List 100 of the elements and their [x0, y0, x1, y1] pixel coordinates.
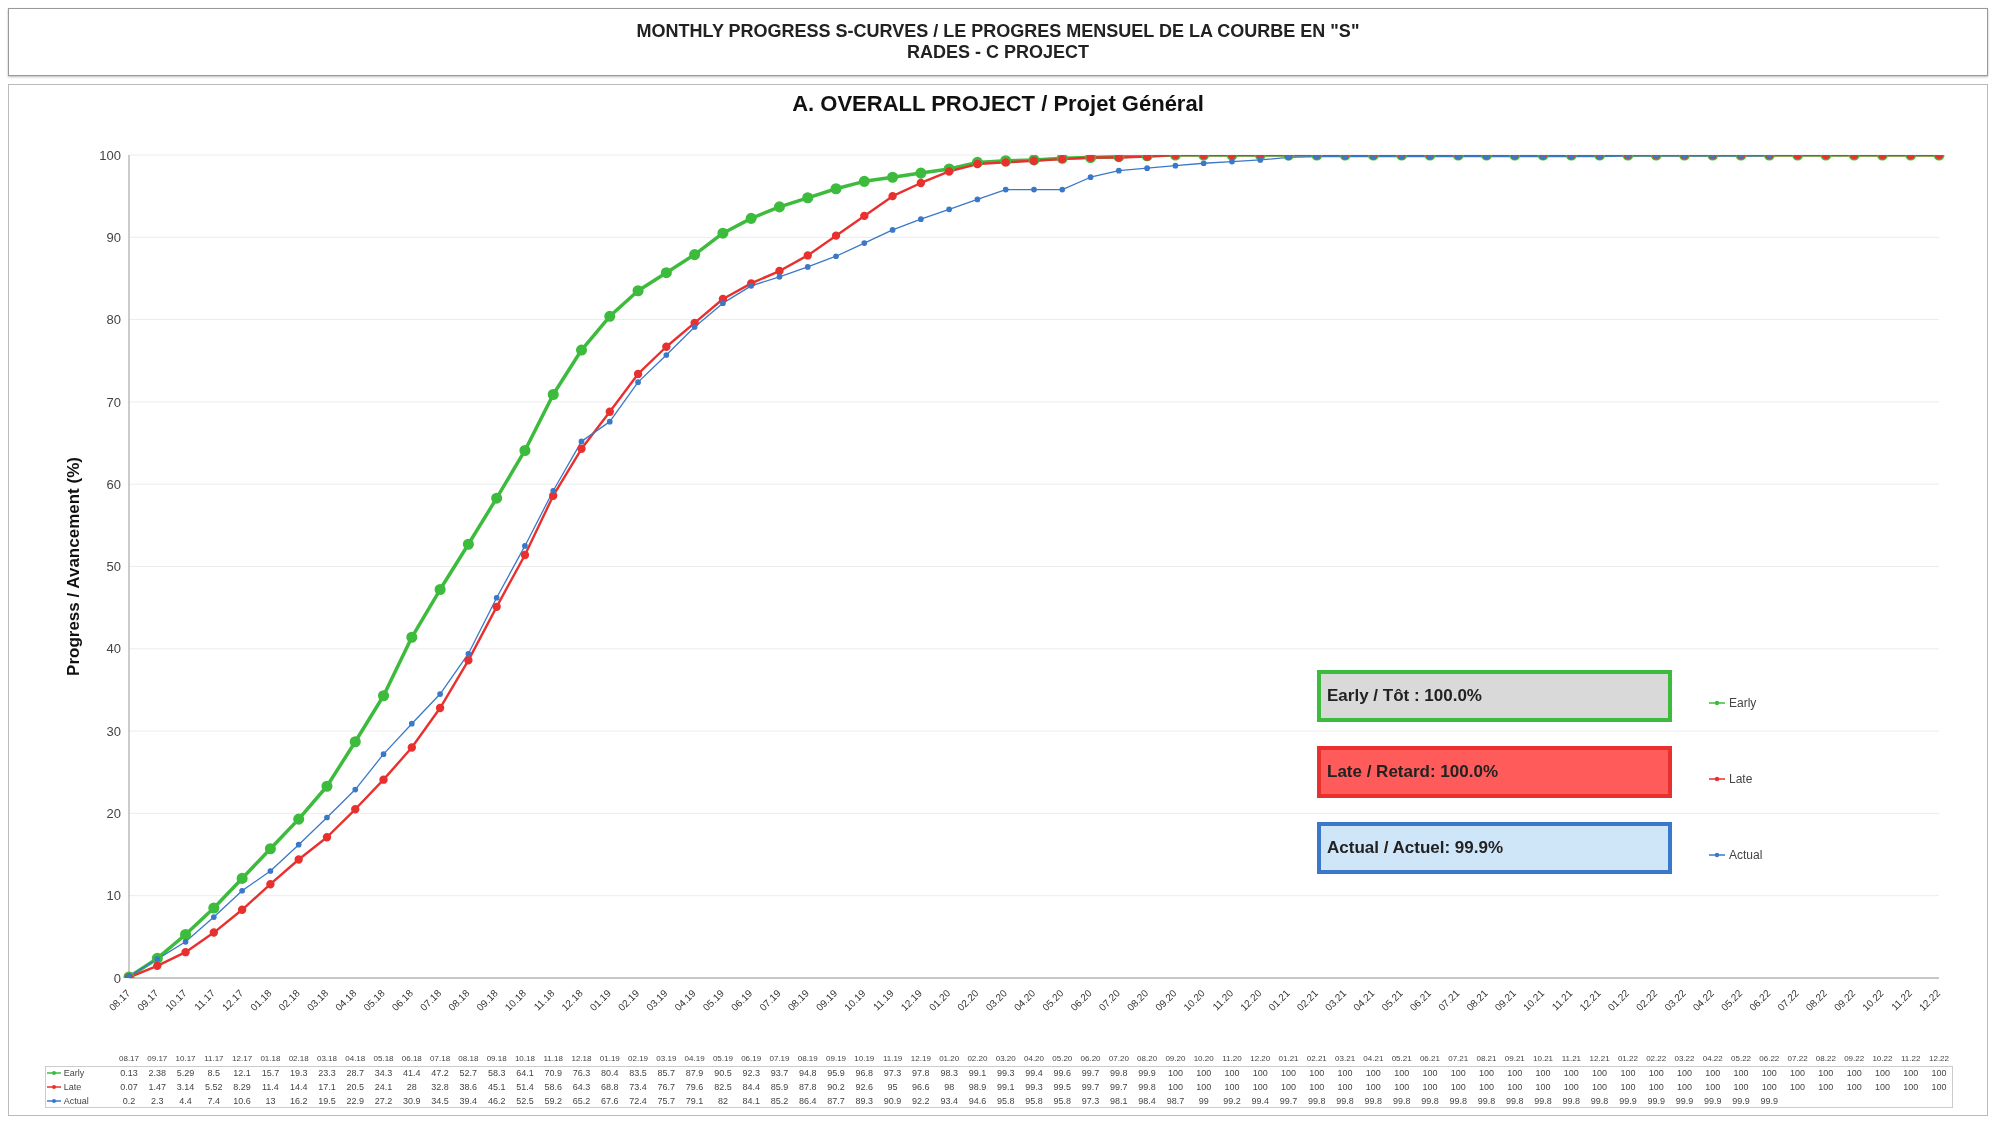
data-label: 65.2 — [571, 1095, 592, 1108]
category-label: 08.20 — [1137, 1054, 1158, 1063]
data-label: 32.8 — [430, 1081, 450, 1094]
category-label: 09.18 — [486, 1054, 507, 1063]
data-label: 100 — [1562, 1081, 1580, 1094]
data-label: 95.8 — [995, 1095, 1016, 1108]
data-label: 99.9 — [1674, 1095, 1695, 1108]
category-label: 08.17 — [118, 1054, 140, 1063]
data-label: 28.7 — [345, 1067, 365, 1080]
data-label: 99.8 — [1533, 1095, 1553, 1108]
category-label: 11.18 — [543, 1054, 563, 1063]
category-label: 01.18 — [260, 1054, 281, 1063]
data-label: 99.8 — [1391, 1095, 1412, 1108]
data-label: 95.8 — [1024, 1095, 1044, 1108]
data-label: 0.07 — [119, 1081, 139, 1094]
category-label: 10.17 — [175, 1054, 196, 1063]
data-label: 70.9 — [543, 1067, 563, 1080]
data-label: 100 — [1675, 1067, 1693, 1080]
data-label: 100 — [1336, 1081, 1354, 1094]
data-label: 47.2 — [430, 1067, 450, 1080]
data-label: 93.4 — [939, 1095, 959, 1108]
data-label: 100 — [1280, 1081, 1298, 1094]
category-label: 05.19 — [712, 1054, 733, 1063]
data-label: 92.3 — [741, 1067, 761, 1080]
category-label: 04.20 — [1023, 1054, 1045, 1063]
text: Early — [63, 1068, 85, 1078]
data-label: 95 — [886, 1081, 899, 1094]
data-label: 46.2 — [486, 1095, 507, 1108]
data-label: 75.7 — [656, 1095, 677, 1108]
category-label: 11.21 — [1561, 1054, 1582, 1063]
data-label: 99.9 — [1731, 1095, 1751, 1108]
data-label: 90.2 — [826, 1081, 846, 1094]
category-label: 10.18 — [514, 1054, 535, 1063]
category-label: 09.21 — [1504, 1054, 1525, 1063]
data-label: 100 — [1364, 1081, 1382, 1094]
data-label: 100 — [1364, 1067, 1382, 1080]
data-label: 15.7 — [260, 1067, 281, 1080]
data-label: 100 — [1336, 1067, 1354, 1080]
data-label: 100 — [1308, 1067, 1326, 1080]
chart-title: MONTHLY PROGRESS S-CURVES / LE PROGRES MENSUEL DE LA COURBE EN "S" — [636, 21, 1360, 42]
category-label: 10.21 — [1533, 1054, 1554, 1063]
data-label: 99.1 — [995, 1081, 1016, 1094]
data-label: 98.9 — [967, 1081, 988, 1094]
data-label: 100 — [1930, 1067, 1948, 1080]
note-box: Actual / Actuel: 99.9% — [1317, 822, 1672, 874]
category-label: 10.19 — [854, 1054, 875, 1063]
data-label: 100 — [1817, 1067, 1835, 1080]
data-label: 87.8 — [798, 1081, 818, 1094]
data-label: 87.9 — [684, 1067, 705, 1080]
data-label: 98.4 — [1137, 1095, 1157, 1108]
category-label: 08.18 — [458, 1054, 479, 1063]
y-tick-label: 20 — [106, 806, 121, 822]
data-label: 99.1 — [967, 1067, 988, 1080]
data-label: 100 — [1223, 1081, 1241, 1094]
data-label: 0.2 — [121, 1095, 137, 1108]
data-label: 99.2 — [1222, 1095, 1242, 1108]
data-label: 100 — [1251, 1081, 1269, 1094]
y-axis-title: Progress / Avancement (%) — [64, 457, 84, 676]
data-label: 100 — [1732, 1081, 1750, 1094]
category-label: 05.22 — [1731, 1054, 1752, 1063]
data-label: 90.9 — [882, 1095, 903, 1108]
data-label: 96.8 — [854, 1067, 875, 1080]
data-label: 99.8 — [1561, 1095, 1582, 1108]
data-label: 82 — [716, 1095, 729, 1108]
data-label: 100 — [1760, 1067, 1778, 1080]
data-label: 99.9 — [1137, 1067, 1157, 1080]
data-label: 100 — [1251, 1067, 1269, 1080]
data-label: 34.3 — [373, 1067, 394, 1080]
y-tick-label: 0 — [113, 970, 121, 986]
data-label: 87.7 — [826, 1095, 846, 1108]
data-label: 27.2 — [373, 1095, 394, 1108]
category-label: 01.22 — [1617, 1054, 1638, 1063]
data-label: 84.1 — [741, 1095, 761, 1108]
category-label: 12.21 — [1589, 1054, 1610, 1063]
data-label: 7.4 — [206, 1095, 222, 1108]
data-label: 76.7 — [656, 1081, 677, 1094]
data-label: 94.6 — [967, 1095, 988, 1108]
category-label: 02.18 — [288, 1054, 309, 1063]
data-label: 100 — [1845, 1081, 1863, 1094]
data-label: 99.3 — [995, 1067, 1016, 1080]
data-label: 19.3 — [288, 1067, 309, 1080]
data-label: 97.3 — [1080, 1095, 1101, 1108]
chart-subtitle: RADES - C PROJECT — [906, 42, 1090, 63]
data-label: 51.4 — [515, 1081, 535, 1094]
y-tick-label: 10 — [106, 888, 121, 904]
data-label: 90.5 — [713, 1067, 733, 1080]
data-label: 92.6 — [854, 1081, 875, 1094]
data-label: 8.29 — [232, 1081, 252, 1094]
category-label: 07.19 — [769, 1054, 790, 1063]
category-label: 07.20 — [1108, 1054, 1129, 1063]
data-label: 14.4 — [288, 1081, 309, 1094]
data-label: 96.6 — [911, 1081, 931, 1094]
data-label: 16.2 — [288, 1095, 309, 1108]
data-label: 100 — [1930, 1081, 1948, 1094]
data-label: 99.8 — [1420, 1095, 1440, 1108]
data-label: 99.4 — [1024, 1067, 1044, 1080]
category-label: 09.19 — [826, 1054, 847, 1063]
category-label: 01.20 — [939, 1054, 960, 1063]
data-label: 30.9 — [402, 1095, 422, 1108]
category-label: 04.19 — [684, 1054, 705, 1063]
